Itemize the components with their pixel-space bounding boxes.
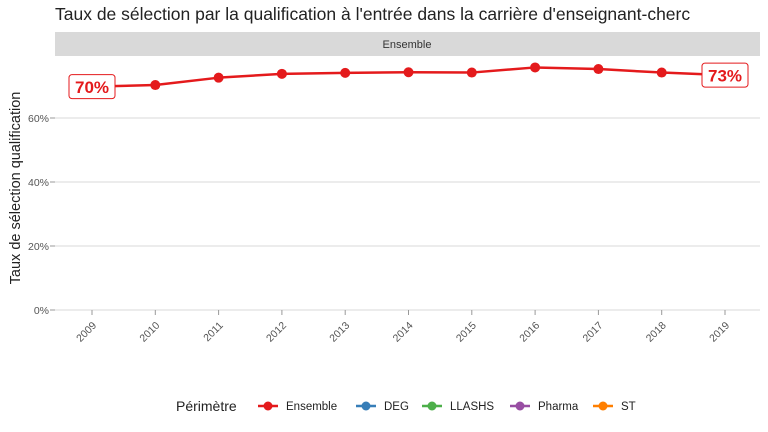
x-tick-label: 2011 [201,320,226,345]
x-tick-label: 2017 [581,320,606,345]
legend-item: Ensemble [258,401,337,413]
x-tick-label: 2014 [391,320,416,345]
legend-title: Périmètre [176,398,237,414]
y-axis-ticks: 0% 20% 40% 60% [28,113,55,317]
legend-key-point [515,401,525,411]
x-tick-label: 2018 [644,320,669,345]
legend-key-point [361,401,371,411]
x-axis-ticks: 2009 2010 2011 2012 2013 2014 2015 2016 2017 2018… [74,310,732,345]
annotation-text: 73% [708,67,742,86]
legend-item: LLASHS [422,401,494,413]
data-point [530,62,541,73]
chart-title: Taux de sélection par la qualification à… [55,4,690,24]
data-point [276,68,287,79]
gridlines [55,117,760,311]
data-point [150,80,161,91]
legend-item-label: LLASHS [450,401,494,413]
annotation-text: 70% [75,78,109,97]
x-tick-label: 2010 [137,320,162,345]
data-point [466,67,477,78]
legend-key-point [598,401,608,411]
y-tick-label: 40% [28,177,49,189]
legend: Périmètre Ensemble DEG LLASHS Pharma ST [176,398,636,414]
annotation-box [68,74,116,100]
annotation-layer: 70% 73% [68,62,749,100]
legend-item-label: Pharma [538,401,579,413]
data-point [656,67,667,78]
x-tick-label: 2013 [327,320,352,345]
y-tick-label: 20% [28,241,49,253]
facet-strip [55,32,760,56]
y-axis-label: Taux de sélection qualification [8,92,24,285]
legend-key-point [427,401,437,411]
annotation-label: 73% [701,62,749,88]
y-tick-label: 60% [28,113,49,125]
legend-item: ST [593,401,636,413]
data-point [340,67,351,78]
data-point [593,64,604,75]
x-tick-label: 2016 [517,320,542,345]
data-point [213,72,224,83]
annotation-box [701,62,749,88]
y-tick-label: 0% [34,305,49,317]
legend-item-label: ST [621,401,636,413]
legend-item-label: DEG [384,401,409,413]
legend-item-label: Ensemble [286,401,337,413]
legend-item: DEG [356,401,409,413]
x-tick-label: 2012 [264,320,289,345]
facet-label: Ensemble [383,39,432,51]
series-layer [87,62,730,92]
legend-item: Pharma [510,401,579,413]
data-point [403,67,414,78]
x-tick-label: 2015 [454,320,479,345]
x-tick-label: 2019 [707,320,732,345]
annotation-label: 70% [68,74,116,100]
legend-key-point [263,401,273,411]
x-tick-label: 2009 [74,320,99,345]
